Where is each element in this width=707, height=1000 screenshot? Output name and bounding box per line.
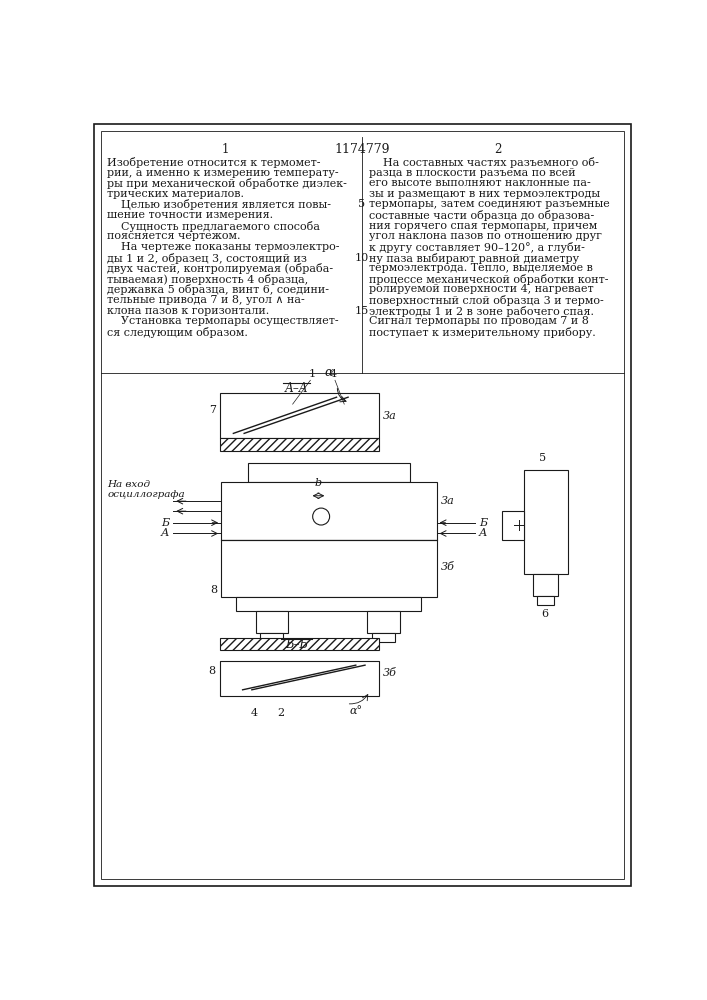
Text: 1174779: 1174779 bbox=[334, 143, 390, 156]
Bar bbox=[502, 511, 524, 540]
Text: 7: 7 bbox=[209, 405, 216, 415]
Text: угол наклона пазов по отношению друг: угол наклона пазов по отношению друг bbox=[369, 231, 602, 241]
Bar bbox=[533, 574, 559, 596]
Text: 4: 4 bbox=[250, 708, 258, 718]
Text: Сущность предлагаемого способа: Сущность предлагаемого способа bbox=[107, 221, 320, 232]
Text: 15: 15 bbox=[355, 306, 369, 316]
Text: 10: 10 bbox=[355, 253, 369, 263]
Text: 3б: 3б bbox=[441, 562, 455, 572]
Text: клона пазов к горизонтали.: клона пазов к горизонтали. bbox=[107, 306, 269, 316]
Text: 2: 2 bbox=[278, 708, 285, 718]
Bar bbox=[368, 611, 399, 633]
Text: электроды 1 и 2 в зоне рабочего спая.: электроды 1 и 2 в зоне рабочего спая. bbox=[369, 306, 594, 317]
Text: 3б: 3б bbox=[382, 668, 397, 678]
Text: b: b bbox=[315, 478, 322, 488]
Text: термоэлектрода. Тепло, выделяемое в: термоэлектрода. Тепло, выделяемое в bbox=[369, 263, 592, 273]
Text: ния горячего спая термопары, причем: ния горячего спая термопары, причем bbox=[369, 221, 597, 231]
Text: 5: 5 bbox=[358, 199, 366, 209]
Text: поясняется чертежом.: поясняется чертежом. bbox=[107, 231, 240, 241]
Text: 3а: 3а bbox=[441, 496, 455, 506]
Text: поступает к измерительному прибору.: поступает к измерительному прибору. bbox=[369, 327, 595, 338]
Text: 2: 2 bbox=[495, 143, 502, 156]
Text: 3а: 3а bbox=[382, 411, 397, 421]
Text: к другу составляет 90–120°, а глуби-: к другу составляет 90–120°, а глуби- bbox=[369, 242, 585, 253]
Text: 1: 1 bbox=[308, 369, 315, 379]
Text: 4: 4 bbox=[330, 369, 337, 379]
Text: Целью изобретения является повы-: Целью изобретения является повы- bbox=[107, 199, 331, 210]
Text: Б–Б: Б–Б bbox=[285, 638, 308, 651]
Text: Б: Б bbox=[161, 518, 170, 528]
Text: ды 1 и 2, образец 3, состоящий из: ды 1 и 2, образец 3, состоящий из bbox=[107, 253, 307, 264]
Text: Установка термопары осуществляет-: Установка термопары осуществляет- bbox=[107, 316, 339, 326]
Bar bbox=[537, 596, 554, 605]
Text: 8: 8 bbox=[210, 585, 217, 595]
Text: осциллографа: осциллографа bbox=[107, 490, 185, 499]
Text: На вход: На вход bbox=[107, 480, 150, 489]
Bar bbox=[221, 482, 437, 540]
Text: На чертеже показаны термоэлектро-: На чертеже показаны термоэлектро- bbox=[107, 242, 339, 252]
Bar bbox=[219, 438, 379, 451]
Text: разца в плоскости разъема по всей: разца в плоскости разъема по всей bbox=[369, 168, 575, 178]
Bar bbox=[248, 463, 409, 482]
Bar bbox=[219, 393, 379, 438]
Text: 6: 6 bbox=[542, 609, 549, 619]
Text: шение точности измерения.: шение точности измерения. bbox=[107, 210, 273, 220]
Text: составные части образца до образова-: составные части образца до образова- bbox=[369, 210, 594, 221]
Bar bbox=[219, 661, 379, 696]
Text: ры при механической обработке диэлек-: ры при механической обработке диэлек- bbox=[107, 178, 347, 189]
Text: А: А bbox=[161, 528, 170, 538]
Text: процессе механической обработки конт-: процессе механической обработки конт- bbox=[369, 274, 609, 285]
Bar bbox=[236, 597, 421, 611]
Bar bbox=[219, 638, 379, 650]
Text: его высоте выполняют наклонные па-: его высоте выполняют наклонные па- bbox=[369, 178, 590, 188]
Text: А–А: А–А bbox=[285, 382, 308, 395]
Text: Б: Б bbox=[479, 518, 487, 528]
Bar bbox=[372, 633, 395, 642]
Text: тываемая) поверхность 4 образца,: тываемая) поверхность 4 образца, bbox=[107, 274, 308, 285]
Text: державка 5 образца, винт 6, соедини-: державка 5 образца, винт 6, соедини- bbox=[107, 284, 329, 295]
Text: На составных частях разъемного об-: На составных частях разъемного об- bbox=[369, 157, 599, 168]
Bar bbox=[219, 661, 379, 664]
Bar bbox=[260, 633, 284, 642]
Text: ну паза выбирают равной диаметру: ну паза выбирают равной диаметру bbox=[369, 253, 579, 264]
Text: рии, а именно к измерению температу-: рии, а именно к измерению температу- bbox=[107, 168, 339, 178]
Text: 5: 5 bbox=[539, 453, 546, 463]
Bar bbox=[221, 540, 437, 597]
Bar bbox=[256, 611, 288, 633]
Text: А: А bbox=[479, 528, 487, 538]
Text: тельные привода 7 и 8, угол ∧ на-: тельные привода 7 и 8, угол ∧ на- bbox=[107, 295, 305, 305]
Text: поверхностный слой образца 3 и термо-: поверхностный слой образца 3 и термо- bbox=[369, 295, 604, 306]
Text: ся следующим образом.: ся следующим образом. bbox=[107, 327, 248, 338]
Text: α: α bbox=[325, 366, 333, 379]
Text: α°: α° bbox=[349, 706, 363, 716]
Text: 1: 1 bbox=[221, 143, 228, 156]
Text: термопары, затем соединяют разъемные: термопары, затем соединяют разъемные bbox=[369, 199, 609, 209]
Text: ролируемой поверхности 4, нагревает: ролируемой поверхности 4, нагревает bbox=[369, 284, 593, 294]
Text: трических материалов.: трических материалов. bbox=[107, 189, 244, 199]
Text: 8: 8 bbox=[209, 666, 216, 676]
Text: двух частей, контролируемая (обраба-: двух частей, контролируемая (обраба- bbox=[107, 263, 333, 274]
Text: зы и размещают в них термоэлектроды: зы и размещают в них термоэлектроды bbox=[369, 189, 600, 199]
Text: Изобретение относится к термомет-: Изобретение относится к термомет- bbox=[107, 157, 320, 168]
Bar bbox=[524, 470, 568, 574]
Text: Сигнал термопары по проводам 7 и 8: Сигнал термопары по проводам 7 и 8 bbox=[369, 316, 589, 326]
